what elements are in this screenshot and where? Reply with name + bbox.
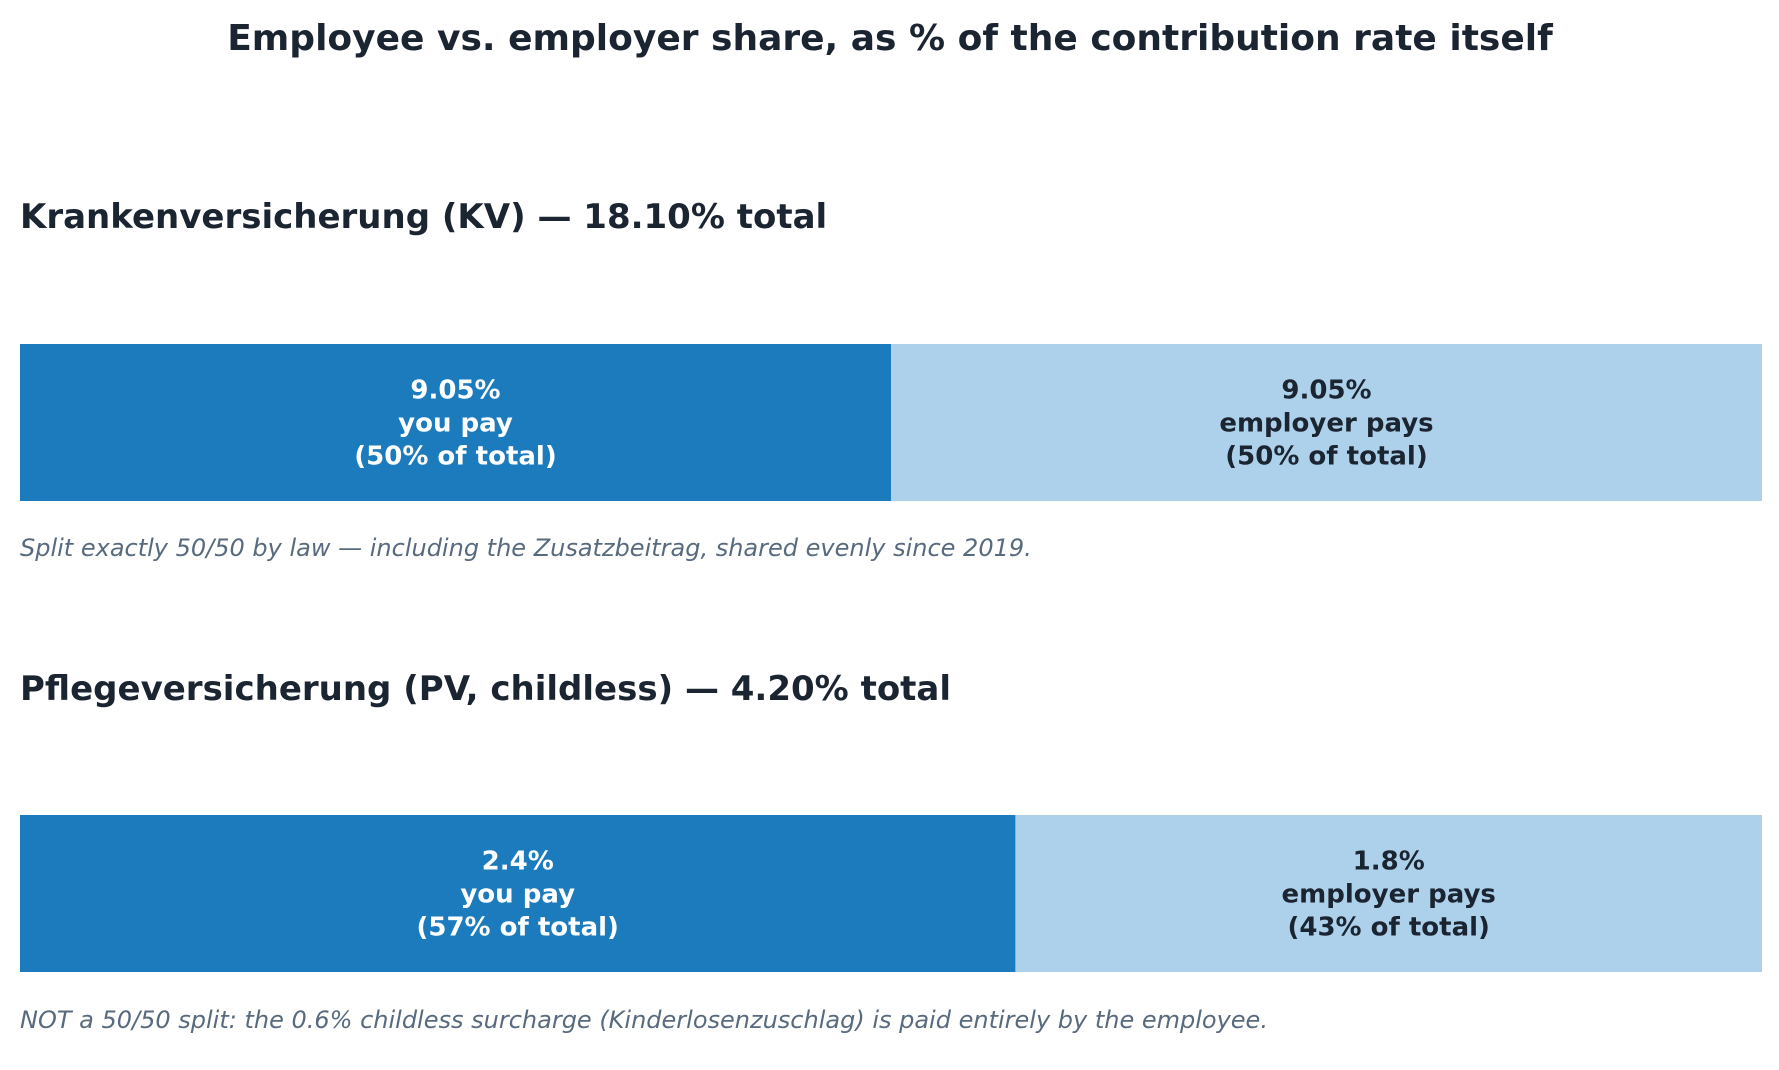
employee-share-label: 2.4% you pay (57% of total) — [416, 847, 618, 943]
chart-title: Employee vs. employer share, as % of the… — [227, 18, 1553, 59]
employer-share-label-line: employer pays — [1282, 880, 1496, 910]
employer-share-label-line: (43% of total) — [1287, 913, 1489, 943]
employer-share-label-line: 9.05% — [1281, 376, 1371, 406]
employer-share-label-line: employer pays — [1219, 409, 1433, 439]
employee-share-label-line: you pay — [398, 409, 513, 439]
panel-note: Split exactly 50/50 by law — including t… — [20, 534, 1032, 562]
employee-share-label-line: 2.4% — [482, 847, 554, 877]
employee-share-bar — [20, 815, 1016, 972]
panel-2: Pflegeversicherung (PV, childless) — 4.2… — [20, 669, 1762, 1034]
panel-heading: Krankenversicherung (KV) — 18.10% total — [20, 197, 827, 237]
panel-1: Krankenversicherung (KV) — 18.10% total 9… — [20, 197, 1762, 562]
employer-share-label: 9.05% employer pays (50% of total) — [1219, 376, 1433, 472]
employer-share-label: 1.8% employer pays (43% of total) — [1282, 847, 1496, 943]
employee-share-label-line: (57% of total) — [416, 913, 618, 943]
employee-share-label-line: 9.05% — [410, 376, 500, 406]
panel-note: NOT a 50/50 split: the 0.6% childless su… — [20, 1006, 1268, 1034]
employee-share-label: 9.05% you pay (50% of total) — [354, 376, 556, 472]
employer-share-bar — [1015, 815, 1762, 972]
employee-share-label-line: you pay — [460, 880, 575, 910]
employee-share-label-line: (50% of total) — [354, 442, 556, 472]
employer-share-label-line: (50% of total) — [1225, 442, 1427, 472]
employee-share-bar — [20, 344, 891, 501]
panel-heading: Pflegeversicherung (PV, childless) — 4.2… — [20, 669, 951, 709]
employer-share-label-line: 1.8% — [1353, 847, 1425, 877]
employer-share-bar — [891, 344, 1762, 501]
